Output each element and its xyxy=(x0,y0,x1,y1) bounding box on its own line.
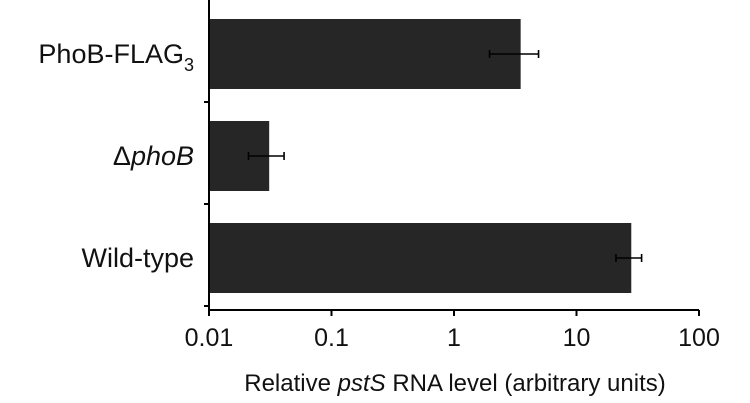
axes-layer xyxy=(204,0,700,316)
x-tick-label-1: 0.1 xyxy=(314,324,349,352)
error-bar-2 xyxy=(615,254,643,262)
x-axis-title-before: Relative xyxy=(244,370,337,397)
category-label-0: PhoB-FLAG3 xyxy=(38,39,194,75)
x-tick-labels: 0.01 0.1 1 10 100 xyxy=(185,324,720,352)
x-axis-title-gene: pstS xyxy=(337,370,386,397)
x-tick-label-0: 0.01 xyxy=(185,324,234,352)
x-axis-title: Relative pstS RNA level (arbitrary units… xyxy=(244,370,665,397)
x-axis-title-after: RNA level (arbitrary units) xyxy=(386,370,666,397)
category-labels: PhoB-FLAG3 ΔphoB Wild-type xyxy=(38,39,194,273)
error-bar-1 xyxy=(247,152,285,160)
category-label-1: ΔphoB xyxy=(113,141,194,171)
category-label-2: Wild-type xyxy=(81,243,194,273)
error-bar-0 xyxy=(488,50,540,58)
bar-2 xyxy=(209,223,632,293)
x-tick-label-2: 1 xyxy=(447,324,461,352)
error-bars-layer xyxy=(247,50,643,262)
x-tick-label-4: 100 xyxy=(678,324,720,352)
bars-layer xyxy=(209,19,632,293)
x-tick-label-3: 10 xyxy=(563,324,591,352)
bar-0 xyxy=(209,19,521,89)
